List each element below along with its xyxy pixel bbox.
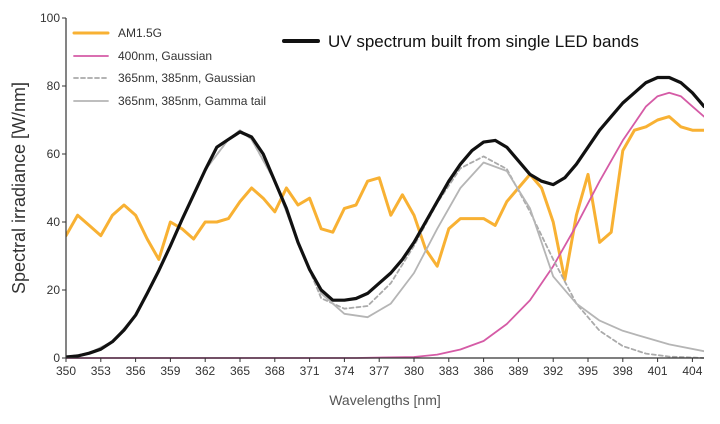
y-tick-label: 20 bbox=[47, 283, 61, 297]
x-tick-label: 374 bbox=[334, 364, 354, 378]
x-tick-label: 398 bbox=[613, 364, 633, 378]
legend-label-am1-5g: AM1.5G bbox=[118, 26, 162, 40]
y-tick-label: 60 bbox=[47, 147, 61, 161]
x-tick-label: 392 bbox=[543, 364, 563, 378]
legend: AM1.5G 400nm, Gaussian 365nm, 385nm, Gauss… bbox=[72, 26, 639, 108]
y-tick-label: 0 bbox=[53, 351, 60, 365]
x-tick-label: 383 bbox=[439, 364, 459, 378]
x-tick-label: 389 bbox=[508, 364, 528, 378]
x-tick-label: 404 bbox=[682, 364, 702, 378]
axes-layer bbox=[62, 17, 704, 362]
y-tick-label: 80 bbox=[47, 79, 61, 93]
y-axis-label: Spectral irradiance [W/nm] bbox=[9, 82, 29, 294]
x-tick-label: 371 bbox=[300, 364, 320, 378]
x-tick-label: 353 bbox=[91, 364, 111, 378]
x-tick-label: 350 bbox=[56, 364, 76, 378]
legend-label-365nm-385nm-gamma-tail: 365nm, 385nm, Gamma tail bbox=[118, 94, 266, 108]
series-line-400nm-gaussian bbox=[66, 91, 704, 359]
series-line-am1-5g bbox=[66, 115, 704, 282]
x-tick-label: 401 bbox=[648, 364, 668, 378]
x-axis-label: Wavelengths [nm] bbox=[329, 392, 441, 408]
series-line-uv-spectrum-built-from-single-led-bands bbox=[66, 75, 704, 359]
x-tick-label: 359 bbox=[160, 364, 180, 378]
x-tick-label: 377 bbox=[369, 364, 389, 378]
x-tick-label: 386 bbox=[474, 364, 494, 378]
series-layer bbox=[66, 75, 704, 359]
x-tick-label: 380 bbox=[404, 364, 424, 378]
chart-title: UV spectrum built from single LED bands bbox=[328, 32, 639, 51]
x-tick-label: 395 bbox=[578, 364, 598, 378]
y-tick-label: 40 bbox=[47, 215, 61, 229]
y-tick-label: 100 bbox=[40, 11, 60, 25]
x-tick-label: 356 bbox=[126, 364, 146, 378]
x-tick-label: 362 bbox=[195, 364, 215, 378]
legend-label-365nm-385nm-gaussian: 365nm, 385nm, Gaussian bbox=[118, 71, 255, 85]
legend-label-400nm-gaussian: 400nm, Gaussian bbox=[118, 49, 212, 63]
x-tick-label: 365 bbox=[230, 364, 250, 378]
x-tick-label: 368 bbox=[265, 364, 285, 378]
labels-layer: 0 20 40 60 80 100 350 353 356 359 362 365 368 371 374 3… bbox=[9, 11, 703, 408]
